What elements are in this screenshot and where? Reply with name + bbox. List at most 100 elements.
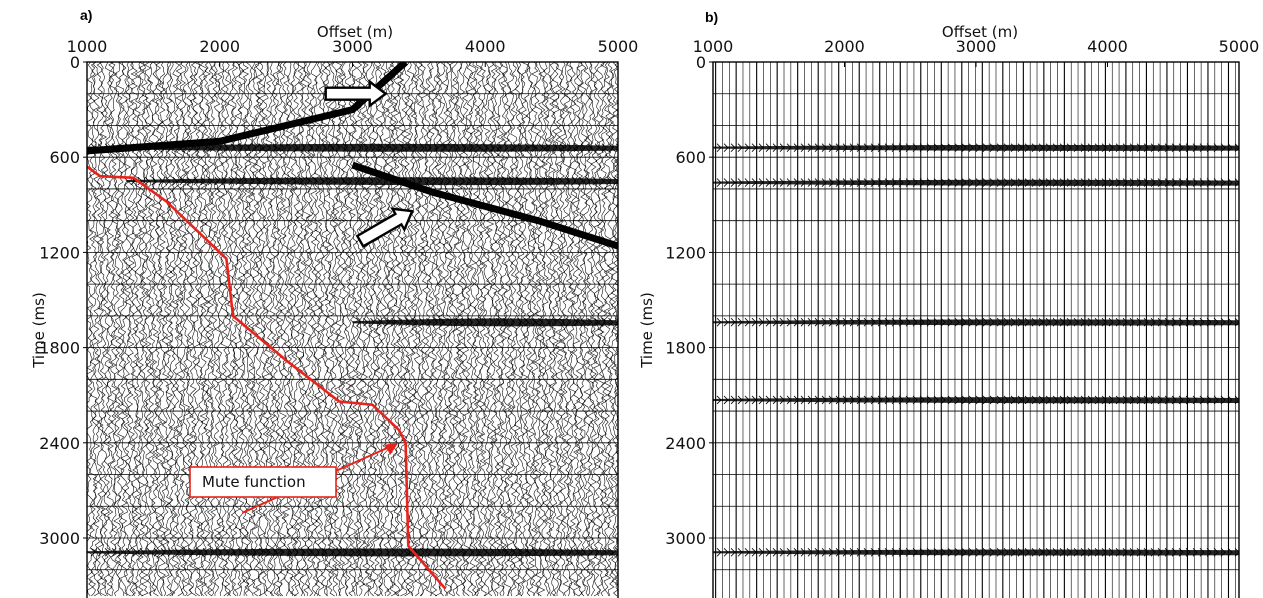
event-wavelet xyxy=(1108,547,1114,557)
event-wavelet xyxy=(898,395,904,405)
event-wavelet xyxy=(433,143,439,152)
panel-a-mute-layer xyxy=(87,165,447,590)
event-wavelet xyxy=(996,547,1002,557)
event-wavelet xyxy=(440,317,446,327)
event-wavelet xyxy=(515,176,521,186)
event-wavelet xyxy=(751,178,757,187)
hollow-arrow xyxy=(324,79,388,109)
event-wavelet xyxy=(1038,317,1044,327)
event-wavelet xyxy=(186,176,192,186)
event-wavelet xyxy=(594,143,600,152)
event-wavelet xyxy=(522,176,528,186)
trace-wiggle xyxy=(237,62,246,597)
event-wavelet xyxy=(438,176,444,186)
event-wavelet xyxy=(716,143,722,152)
event-wavelet xyxy=(723,317,729,327)
event-wavelet xyxy=(1129,395,1135,405)
event-wavelet xyxy=(1206,395,1212,405)
event-wavelet xyxy=(835,143,841,152)
event-wavelet xyxy=(1038,547,1044,557)
event-wavelet xyxy=(286,547,292,557)
event-wavelet xyxy=(814,178,820,187)
event-wavelet xyxy=(1059,178,1065,187)
event-wavelet xyxy=(1073,143,1079,152)
event-wavelet xyxy=(1129,178,1135,187)
event-wavelet xyxy=(1192,143,1198,152)
event-wavelet xyxy=(730,547,736,557)
event-wavelet xyxy=(1227,143,1233,152)
event-wavelet xyxy=(947,178,953,187)
event-wavelet xyxy=(933,178,939,187)
event-wavelet xyxy=(716,178,722,187)
event-wavelet xyxy=(587,143,593,152)
event-wavelet xyxy=(758,317,764,327)
event-wavelet xyxy=(265,547,271,557)
event-wavelet xyxy=(1199,547,1205,557)
event-wavelet xyxy=(349,547,355,557)
event-wavelet xyxy=(765,317,771,327)
event-wavelet xyxy=(480,176,486,186)
trace-wiggle xyxy=(589,62,598,597)
event-wavelet xyxy=(989,317,995,327)
event-wavelet xyxy=(744,395,750,405)
reflection-event xyxy=(713,319,1239,326)
event-wavelet xyxy=(1234,178,1239,187)
event-wavelet xyxy=(730,143,736,152)
event-wavelet xyxy=(1010,143,1016,152)
event-wavelet xyxy=(608,317,614,327)
trace-wiggle xyxy=(524,62,532,597)
event-wavelet xyxy=(1003,143,1009,152)
event-wavelet xyxy=(996,143,1002,152)
event-wavelet xyxy=(723,395,729,405)
event-wavelet xyxy=(200,176,206,186)
event-wavelet xyxy=(235,176,241,186)
event-wavelet xyxy=(1192,547,1198,557)
event-wavelet xyxy=(503,547,509,557)
event-wavelet xyxy=(433,547,439,557)
event-wavelet xyxy=(912,547,918,557)
event-wavelet xyxy=(314,143,320,152)
trace-wiggle xyxy=(475,62,484,597)
event-wavelet xyxy=(744,143,750,152)
event-wavelet xyxy=(342,547,348,557)
event-wavelet xyxy=(1136,143,1142,152)
event-wavelet xyxy=(221,176,227,186)
event-wavelet xyxy=(1045,547,1051,557)
event-wavelet xyxy=(531,143,537,152)
event-wavelet xyxy=(1199,178,1205,187)
panel-a: a) Offset (m) Time (ms) 1000 2000 3000 4000… xyxy=(30,7,638,598)
event-wavelet xyxy=(870,143,876,152)
event-wavelet xyxy=(772,143,778,152)
event-wavelet xyxy=(723,178,729,187)
event-wavelet xyxy=(1129,143,1135,152)
event-wavelet xyxy=(447,143,453,152)
event-wavelet xyxy=(452,176,458,186)
event-wavelet xyxy=(377,143,383,152)
event-wavelet xyxy=(1164,547,1170,557)
event-wavelet xyxy=(328,143,334,152)
mute-function-line xyxy=(87,165,447,590)
event-wavelet xyxy=(468,547,474,557)
y-tick-label: 2400 xyxy=(665,434,706,453)
event-wavelet xyxy=(1080,317,1086,327)
event-wavelet xyxy=(517,143,523,152)
event-wavelet xyxy=(891,178,897,187)
event-wavelet xyxy=(968,547,974,557)
event-wavelet xyxy=(300,547,306,557)
x-tick-label: 2000 xyxy=(199,37,240,56)
panel-b-label: b) xyxy=(705,9,718,25)
event-wavelet xyxy=(856,395,862,405)
event-wavelet xyxy=(982,178,988,187)
trace-wiggle xyxy=(451,62,460,597)
event-wavelet xyxy=(412,143,418,152)
event-wavelet xyxy=(545,317,551,327)
event-wavelet xyxy=(1003,317,1009,327)
event-wavelet xyxy=(1059,143,1065,152)
event-wavelet xyxy=(1031,395,1037,405)
event-wavelet xyxy=(251,547,257,557)
x-tick-label: 4000 xyxy=(1087,37,1128,56)
event-wavelet xyxy=(828,547,834,557)
trace-wiggle xyxy=(600,62,608,597)
event-wavelet xyxy=(328,547,334,557)
event-wavelet xyxy=(1094,547,1100,557)
